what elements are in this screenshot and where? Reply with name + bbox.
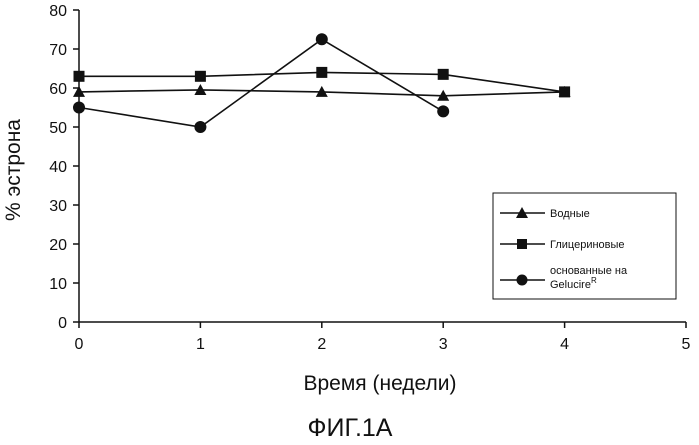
legend-label-2-line2: GelucireR	[550, 276, 597, 291]
legend-label-0: Водные	[550, 208, 590, 220]
y-tick-label: 50	[49, 120, 67, 137]
legend-marker-circle	[517, 275, 528, 286]
x-tick-label: 5	[682, 336, 691, 353]
y-tick-label: 80	[49, 3, 67, 20]
legend-label-2-sup: R	[591, 276, 597, 285]
legend-label-2-main: Gelucire	[550, 279, 591, 291]
legend: Водные Глицериновые основанные на Geluci…	[493, 193, 676, 299]
series-line-2	[79, 39, 443, 127]
x-axis-title: Время (недели)	[303, 372, 456, 395]
point-square	[195, 71, 206, 82]
point-square	[438, 69, 449, 80]
x-tick-label: 4	[560, 336, 569, 353]
x-tick-label: 1	[196, 336, 205, 353]
point-square	[559, 86, 570, 97]
point-circle	[194, 121, 206, 133]
point-circle	[73, 102, 85, 114]
point-square	[74, 71, 85, 82]
y-tick-label: 0	[58, 315, 67, 332]
y-tick-label: 30	[49, 198, 67, 215]
y-tick-label: 40	[49, 159, 67, 176]
y-tick-label: 60	[49, 81, 67, 98]
point-circle	[316, 33, 328, 45]
x-tick-label: 3	[439, 336, 448, 353]
figure-caption: ФИГ.1А	[308, 414, 393, 442]
point-square	[316, 67, 327, 78]
x-tick-label: 2	[317, 336, 326, 353]
y-axis-title: % эстрона	[2, 119, 25, 221]
y-tick-label: 10	[49, 276, 67, 293]
x-tick-label: 0	[75, 336, 84, 353]
point-circle	[437, 105, 449, 117]
series-layer	[73, 33, 571, 133]
ticks: 0 10 20 30 40 50 60 70 80 0 1 2 3 4 5	[49, 3, 690, 353]
legend-marker-square	[517, 239, 527, 249]
legend-label-2-line1: основанные на	[550, 265, 628, 277]
legend-label-1: Глицериновые	[550, 239, 625, 251]
y-tick-label: 70	[49, 42, 67, 59]
y-tick-label: 20	[49, 237, 67, 254]
